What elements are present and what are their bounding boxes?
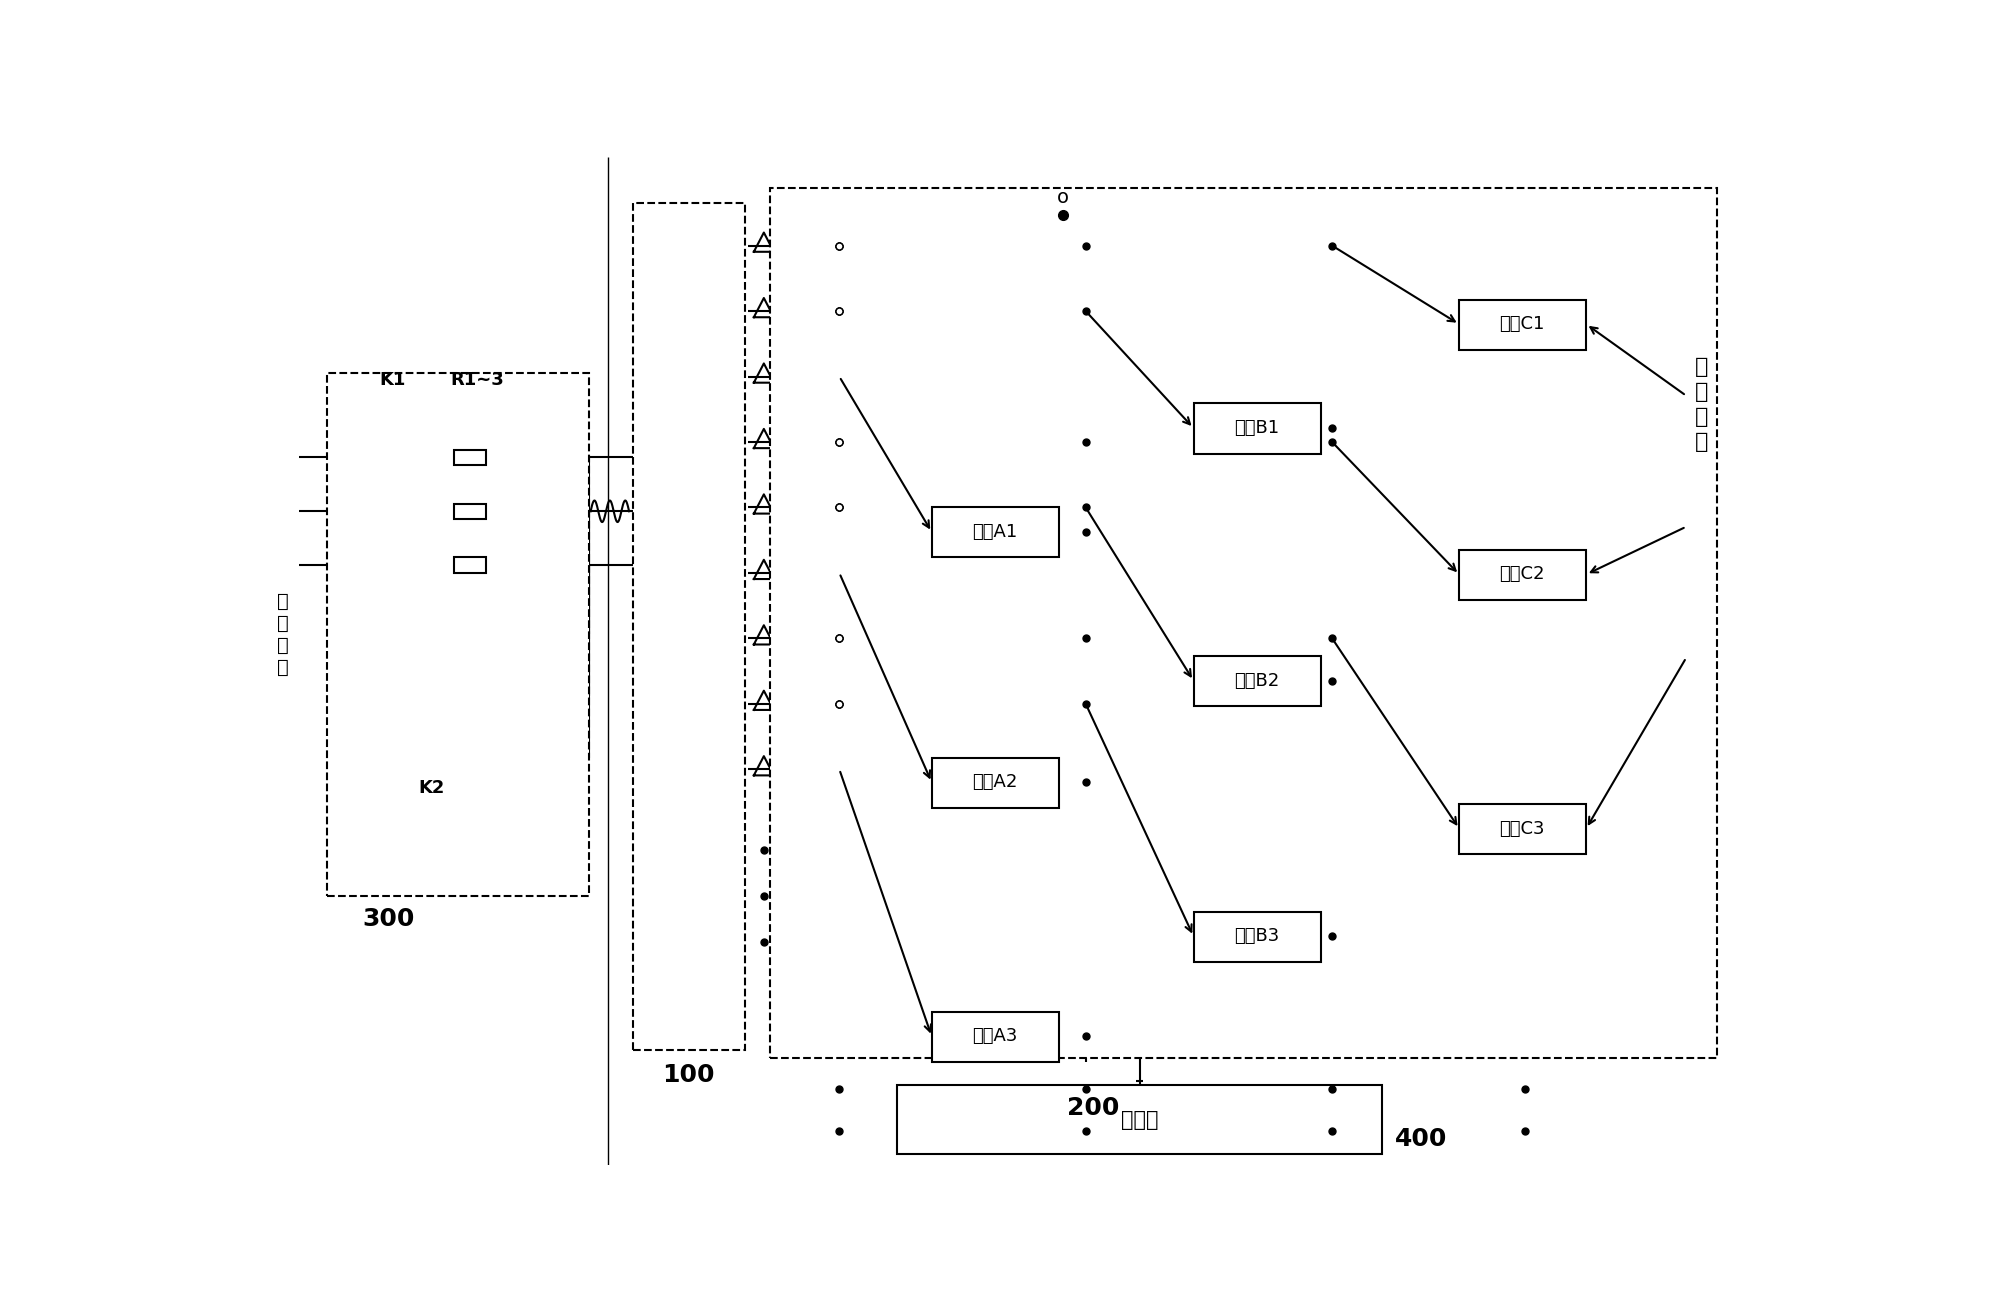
- Bar: [1194, 911, 1321, 962]
- Bar: [1194, 656, 1321, 706]
- Text: 单元B1: 单元B1: [1234, 419, 1280, 437]
- Text: K2: K2: [419, 779, 444, 797]
- Text: 单元A2: 单元A2: [973, 774, 1018, 792]
- Text: 单元A1: 单元A1: [973, 524, 1018, 541]
- Text: 300: 300: [363, 907, 415, 932]
- Text: 主控柜: 主控柜: [1120, 1110, 1158, 1130]
- Bar: [931, 1012, 1058, 1062]
- Text: 400: 400: [1395, 1127, 1447, 1151]
- Bar: [769, 188, 1718, 1058]
- Text: R1~3: R1~3: [450, 372, 504, 389]
- Bar: [454, 558, 486, 573]
- Text: 单元B3: 单元B3: [1234, 927, 1280, 945]
- Text: K1: K1: [379, 372, 407, 389]
- Text: 单元C3: 单元C3: [1499, 819, 1545, 838]
- Bar: [327, 373, 590, 897]
- Text: 200: 200: [1066, 1096, 1120, 1121]
- Text: 单元A3: 单元A3: [973, 1028, 1018, 1046]
- Text: 单元C1: 单元C1: [1499, 315, 1545, 334]
- Text: 单元C2: 单元C2: [1499, 565, 1545, 584]
- Bar: [897, 1085, 1383, 1155]
- Bar: [1194, 403, 1321, 453]
- Bar: [1459, 300, 1586, 350]
- Text: 中
压
输
入: 中 压 输 入: [277, 592, 289, 677]
- Bar: [454, 504, 486, 518]
- Text: 单元B2: 单元B2: [1234, 672, 1280, 690]
- Bar: [931, 758, 1058, 808]
- Bar: [454, 450, 486, 465]
- Text: o: o: [1056, 188, 1068, 207]
- Bar: [931, 508, 1058, 558]
- Text: 功
率
单
元: 功 率 单 元: [1694, 357, 1708, 452]
- Text: 100: 100: [662, 1063, 715, 1086]
- Bar: [634, 203, 745, 1050]
- Bar: [1459, 804, 1586, 853]
- Bar: [1459, 550, 1586, 600]
